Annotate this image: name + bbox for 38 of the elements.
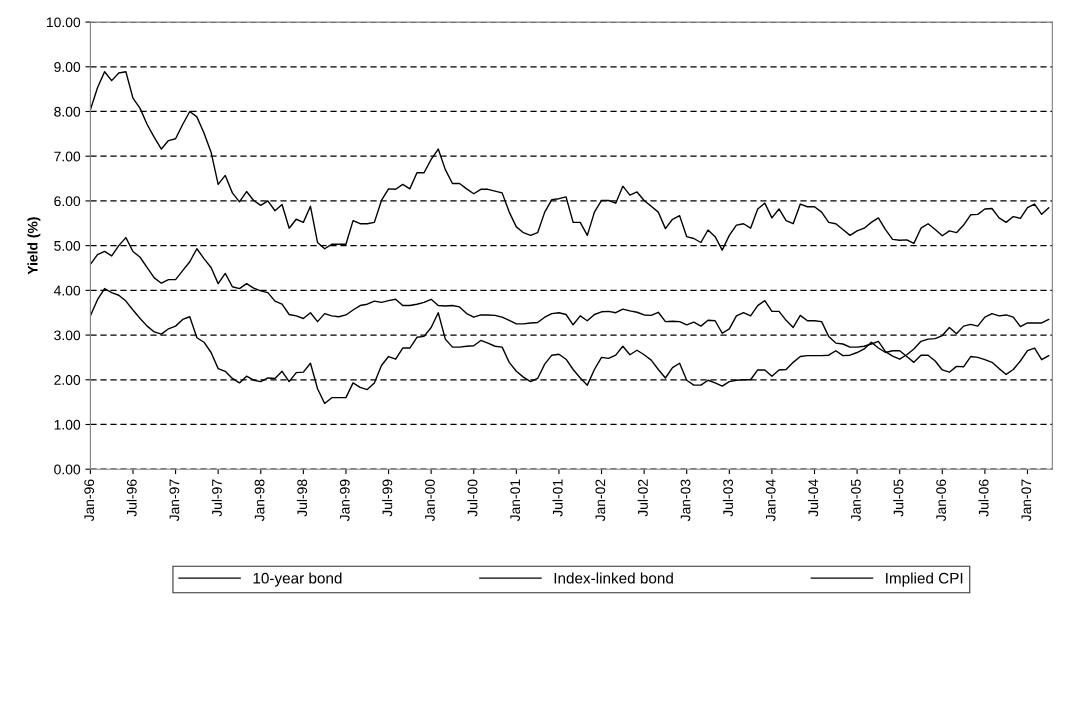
x-tick-label: Jul-06 [978,479,989,517]
y-tick-label: 9.00 [54,62,81,72]
y-tick-label: 5.00 [54,240,81,251]
legend-label: Implied CPI [886,572,963,587]
x-tick-label: Jan-96 [84,479,95,522]
y-tick-label: 1.00 [54,419,81,430]
x-tick-label: Jul-05 [893,479,904,517]
x-tick-label: Jan-01 [510,479,521,522]
y-tick-label: 0.00 [54,464,81,475]
x-tick-label: Jan-99 [339,479,350,522]
y-tick-label: 3.00 [54,330,81,341]
x-tick-label: Jul-02 [637,479,648,517]
x-tick-label: Jul-99 [382,479,393,517]
x-tick-label: Jan-03 [680,479,691,522]
legend-label: 10-year bond [253,572,342,587]
x-tick-label: Jan-07 [1021,479,1032,522]
legend-label: Index-linked bond [554,572,673,584]
x-tick-label: Jul-04 [808,479,819,517]
y-tick-label: 6.00 [54,196,81,207]
x-tick-label: Jan-05 [850,479,861,522]
x-tick-label: Jul-03 [722,479,734,517]
y-tick-label: 8.00 [54,106,81,117]
x-tick-label: Jan-00 [425,479,435,522]
x-tick-label: Jul-98 [296,479,308,517]
x-tick-label: Jul-97 [211,479,222,517]
y-tick-label: 7.00 [54,151,81,162]
y-axis-title: Yield (%) [27,217,41,275]
y-tick-label: 2.00 [54,375,81,385]
x-tick-label: Jan-98 [254,479,265,522]
x-tick-label: Jul-01 [552,479,563,517]
x-tick-label: Jul-00 [467,479,478,517]
x-tick-label: Jul-96 [126,479,137,517]
y-tick-label: 10.00 [46,17,81,28]
x-tick-label: Jan-04 [765,479,776,522]
x-tick-label: Jan-06 [936,479,947,522]
x-tick-label: Jan-02 [595,479,606,522]
y-tick-label: 4.00 [53,285,81,296]
x-tick-label: Jan-97 [169,479,180,522]
